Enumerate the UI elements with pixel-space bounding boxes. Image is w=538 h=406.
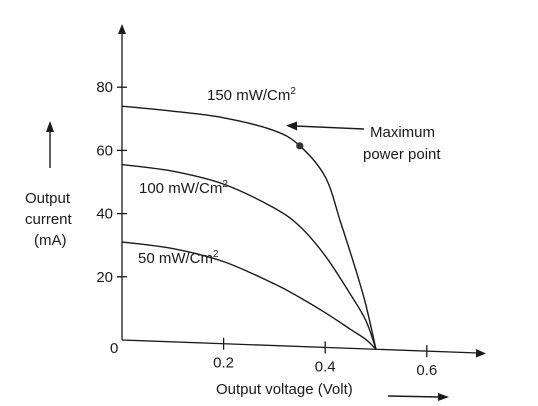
origin-label: 0 [110, 340, 118, 357]
curve-label-150-sup: 2 [290, 86, 296, 97]
y-tick-label-60: 60 [96, 142, 113, 159]
curve-label-100-text: 100 mW/Cm [139, 180, 222, 197]
curves [121, 105, 377, 350]
curve-label-50-sup: 2 [213, 249, 219, 260]
x-tick-label-0.4: 0.4 [315, 358, 336, 375]
mpp-annotation-arrow-shaft [294, 125, 365, 130]
x-tick-label-0.6: 0.6 [416, 362, 437, 379]
curve-label-50-text: 50 mW/Cm [138, 250, 213, 267]
mpp-annotation-line-1: Maximum [370, 124, 435, 141]
axes [118, 24, 486, 358]
curve-label-100-sup: 2 [222, 179, 228, 190]
text-labels: 0 Output current (mA) Output voltage (Vo… [25, 86, 449, 401]
x-axis-title-arrow-shaft [387, 395, 441, 398]
curve-label-150: 150 mW/Cm2 [207, 86, 296, 104]
mpp-annotation-arrowhead [286, 121, 297, 131]
x-axis-title: Output voltage (Volt) [216, 381, 353, 398]
mpp-annotation-line-2: power point [363, 146, 441, 163]
y-tick-label-80: 80 [96, 79, 113, 96]
x-tick-label-0.2: 0.2 [213, 355, 234, 372]
series-100-curve [121, 163, 377, 350]
series-50-curve [121, 241, 377, 350]
y-axis-title-line-2: current [25, 211, 73, 228]
series-150-curve [121, 105, 377, 350]
max-power-point-marker [296, 142, 304, 150]
curve-label-50: 50 mW/Cm2 [138, 249, 219, 267]
y-tick-label-20: 20 [96, 269, 113, 286]
x-axis-title-arrowhead [438, 393, 449, 401]
x-axis-arrowhead [476, 349, 486, 358]
y-axis-title-line-1: Output [25, 190, 71, 207]
y-tick-label-40: 40 [96, 206, 113, 223]
curve-label-100: 100 mW/Cm2 [139, 179, 228, 197]
x-axis-line [121, 339, 479, 354]
y-axis-arrowhead [118, 24, 126, 34]
curve-label-150-text: 150 mW/Cm [207, 87, 290, 104]
y-axis-title-arrowhead [46, 121, 54, 132]
y-axis-title-line-3: (mA) [34, 232, 67, 249]
